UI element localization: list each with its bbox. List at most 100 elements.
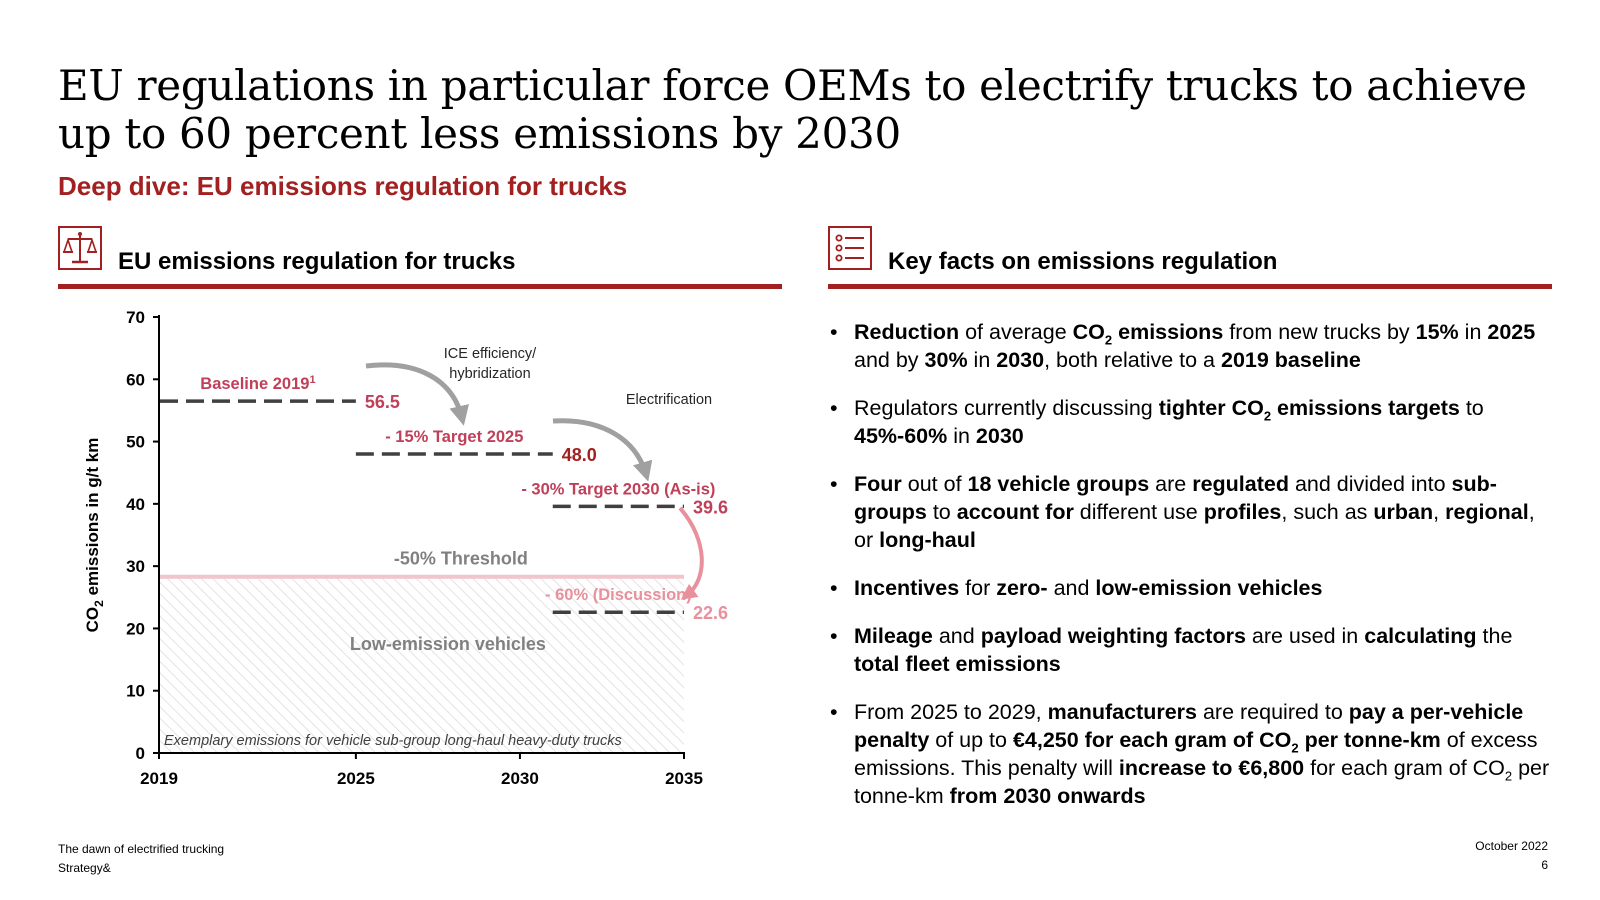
y-tick-label: 30 xyxy=(126,557,145,576)
target-value-label: 22.6 xyxy=(693,603,728,623)
fact-text-segment: Incentives xyxy=(854,576,960,600)
fact-text-segment: 2025 xyxy=(1487,320,1536,344)
y-tick-label: 10 xyxy=(126,682,145,701)
y-tick-label: 70 xyxy=(126,308,145,327)
y-tick-label: 50 xyxy=(126,433,145,452)
target-value-label: 56.5 xyxy=(365,392,400,412)
fact-text-segment: 2 xyxy=(1291,740,1299,756)
fact-text-segment: emissions targets xyxy=(1271,396,1460,420)
x-tick-label: 2019 xyxy=(140,769,178,788)
fact-item: • Four out of 18 vehicle groups are regul… xyxy=(828,470,1558,554)
footer-left: The dawn of electrified trucking Strateg… xyxy=(58,840,224,878)
target-label: - 15% Target 2025 xyxy=(385,428,523,446)
fact-item: • Reduction of average CO2 emissions from… xyxy=(828,318,1558,374)
fact-text-segment: from new trucks by xyxy=(1223,320,1416,344)
target-label: - 60% (Discussion) xyxy=(545,586,692,604)
fact-text-segment: to xyxy=(926,500,957,524)
fact-text-segment: 30% xyxy=(924,348,968,372)
fact-text-segment: 2019 baseline xyxy=(1221,348,1361,372)
fact-text-segment: to xyxy=(1459,396,1484,420)
fact-item: • Incentives for zero- and low-emission v… xyxy=(828,574,1558,602)
fact-text-segment: 15% xyxy=(1415,320,1459,344)
y-tick-label: 0 xyxy=(136,744,145,763)
fact-text-segment: low-emission vehicles xyxy=(1095,576,1323,600)
fact-text-segment: out of xyxy=(901,472,968,496)
fact-text-segment: From 2025 to 2029, xyxy=(854,700,1048,724)
fact-text-segment: €4,250 for each gram of CO xyxy=(1012,728,1292,752)
arrow-electrification xyxy=(552,418,653,482)
fact-text-segment: 2 xyxy=(1263,408,1272,424)
fact-text-segment: regulated xyxy=(1192,472,1289,496)
right-section-title: Key facts on emissions regulation xyxy=(888,248,1278,275)
fact-text-segment: Reduction xyxy=(854,320,960,344)
y-tick-label: 60 xyxy=(126,370,145,389)
fact-text-segment: tighter CO xyxy=(1158,396,1264,420)
fact-text-segment: calculating xyxy=(1364,624,1477,648)
fact-text-segment: , such as xyxy=(1281,500,1374,524)
fact-text-segment: in xyxy=(967,348,997,372)
region-label: Low-emission vehicles xyxy=(350,634,546,654)
target-label-text: - 60% (Discussion) xyxy=(545,586,692,604)
y-axis-title-rest: emissions in g/t km xyxy=(83,438,102,601)
footer-report-title: The dawn of electrified trucking xyxy=(58,842,225,856)
bullet-icon: • xyxy=(830,472,838,496)
fact-text-segment: per tonne-km xyxy=(854,756,1550,808)
fact-text-segment: pay a per-vehicle penalty xyxy=(854,700,1524,752)
fact-text-segment: in xyxy=(1458,320,1488,344)
fact-text-segment: in xyxy=(947,424,976,448)
fact-text-segment: and xyxy=(1047,576,1096,600)
fact-text-segment: zero- xyxy=(996,576,1048,600)
fact-text-segment: Mileage xyxy=(854,624,933,648)
annotation-ice-line1: ICE efficiency/ xyxy=(444,346,537,362)
footer-brand: Strategy& xyxy=(58,861,111,875)
fact-text-segment: and by xyxy=(854,348,925,372)
fact-text-segment: Four xyxy=(854,472,902,496)
fact-text-segment: for xyxy=(959,576,997,600)
chart-footnote: Exemplary emissions for vehicle sub-grou… xyxy=(164,733,622,749)
fact-text-segment: urban xyxy=(1373,500,1434,524)
annotation-ice-line2: hybridization xyxy=(449,366,530,382)
target-label-text: Baseline 2019 xyxy=(200,375,309,393)
fact-text-segment: 45%-60% xyxy=(854,424,948,448)
annotation-electrification: Electrification xyxy=(626,392,712,408)
low-emission-region xyxy=(160,576,684,753)
arrow-ice-efficiency xyxy=(365,362,469,426)
fact-text-segment: the xyxy=(1476,624,1513,648)
page-number: 6 xyxy=(1541,858,1548,872)
target-label-text: - 30% Target 2030 (As-is) xyxy=(521,480,715,498)
fact-text-segment: 2 xyxy=(1104,332,1113,348)
fact-item: • From 2025 to 2029, manufacturers are re… xyxy=(828,698,1558,810)
fact-text-segment: from 2030 onwards xyxy=(949,784,1146,808)
emissions-chart: -50% Threshold Low-emission vehicles Exemp… xyxy=(58,300,798,820)
target-value-label: 39.6 xyxy=(693,497,728,517)
y-tick-label: 40 xyxy=(126,495,145,514)
bullet-icon: • xyxy=(830,320,838,344)
page-title: EU regulations in particular force OEMs … xyxy=(58,61,1527,158)
fact-text-segment: increase to €6,800 xyxy=(1118,756,1305,780)
fact-text-segment: of up to xyxy=(929,728,1013,752)
target-value-label: 48.0 xyxy=(562,445,597,465)
checklist-icon xyxy=(828,226,872,270)
bullet-icon: • xyxy=(830,576,838,600)
fact-text-segment: payload weighting factors xyxy=(980,624,1246,648)
bullet-icon: • xyxy=(830,396,838,420)
fact-text-segment: 2030 xyxy=(996,348,1045,372)
fact-text-segment: CO xyxy=(1072,320,1105,344)
left-section-header: EU emissions regulation for trucks xyxy=(58,226,782,289)
fact-text-segment: total fleet emissions xyxy=(854,652,1061,676)
bullet-icon: • xyxy=(830,700,838,724)
x-tick-label: 2030 xyxy=(501,769,539,788)
fact-text-segment: 2 xyxy=(1504,768,1513,784)
fact-text-segment: for each gram of CO xyxy=(1304,756,1505,780)
fact-text-segment: of excess emissions. This penalty will xyxy=(854,728,1538,780)
fact-text-segment: , both relative to a xyxy=(1044,348,1221,372)
fact-text-segment: Regulators currently discussing xyxy=(854,396,1159,420)
fact-text-segment: different use xyxy=(1073,500,1204,524)
target-label-text: - 15% Target 2025 xyxy=(385,428,523,446)
fact-text-segment: are used in xyxy=(1245,624,1365,648)
fact-text-segment: manufacturers xyxy=(1047,700,1197,724)
bullet-icon: • xyxy=(830,624,838,648)
emissions-chart-svg: -50% Threshold Low-emission vehicles Exemp… xyxy=(83,308,728,788)
fact-text-segment: and divided into xyxy=(1288,472,1452,496)
fact-item: • Mileage and payload weighting factors a… xyxy=(828,622,1558,678)
